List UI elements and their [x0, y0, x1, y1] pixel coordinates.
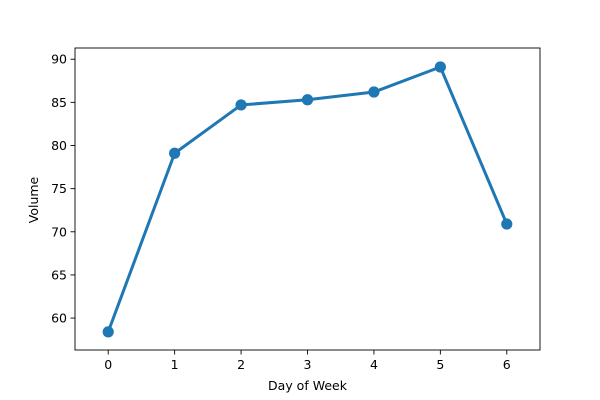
y-tick-label: 60 — [51, 311, 67, 326]
data-point — [169, 147, 181, 159]
y-tick-label: 90 — [51, 52, 67, 67]
y-tick-label: 65 — [51, 267, 67, 282]
x-tick-label: 1 — [171, 357, 179, 372]
data-point — [501, 218, 513, 230]
x-tick-label: 0 — [104, 357, 112, 372]
plot-area: 0 1 2 3 4 5 6 60 65 70 75 80 85 90 — [51, 47, 541, 372]
data-point — [235, 99, 247, 111]
y-tick-label: 80 — [51, 138, 67, 153]
x-tick-label: 5 — [436, 357, 444, 372]
data-point — [301, 94, 314, 106]
x-tick-label: 2 — [237, 357, 245, 372]
data-point — [368, 86, 380, 98]
data-point — [434, 61, 446, 73]
x-tick-label: 4 — [370, 357, 378, 372]
y-axis-title: Volume — [26, 176, 41, 223]
x-tick-label: 6 — [503, 357, 511, 372]
data-point — [102, 326, 114, 338]
x-tick-label: 3 — [304, 357, 312, 372]
y-tick-label: 70 — [51, 224, 67, 239]
x-axis-title: Day of Week — [268, 378, 348, 393]
y-tick-label: 85 — [51, 95, 67, 110]
y-tick-label: 75 — [51, 181, 67, 196]
